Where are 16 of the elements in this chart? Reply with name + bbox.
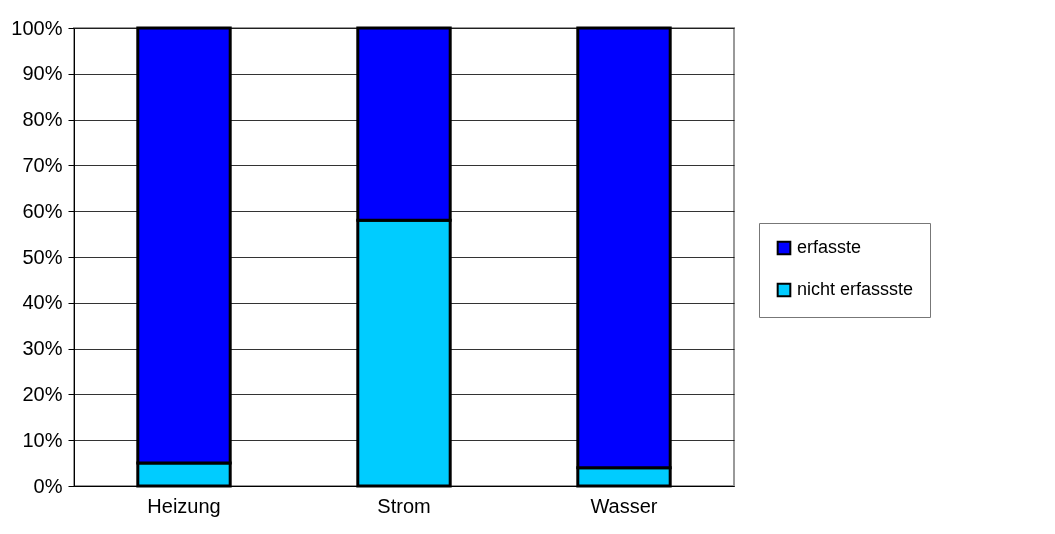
x-tick-label: Strom <box>377 494 431 517</box>
y-tick-label: 20% <box>22 382 63 405</box>
y-tick-label: 50% <box>22 245 63 268</box>
y-tick-label: 30% <box>22 337 63 360</box>
legend-label: nicht erfassste <box>797 279 914 299</box>
y-tick-label: 40% <box>22 291 63 314</box>
x-tick-label: Wasser <box>590 494 658 517</box>
y-tick-label: 80% <box>22 108 63 131</box>
y-tick-label: 60% <box>22 199 63 222</box>
y-tick-label: 10% <box>22 428 63 451</box>
y-tick-label: 70% <box>22 153 63 176</box>
y-tick-label: 100% <box>11 16 63 39</box>
legend-label: erfasste <box>797 237 862 257</box>
y-tick-label: 0% <box>33 474 63 497</box>
x-tick-label: Heizung <box>147 494 221 517</box>
y-tick-label: 90% <box>22 62 63 85</box>
